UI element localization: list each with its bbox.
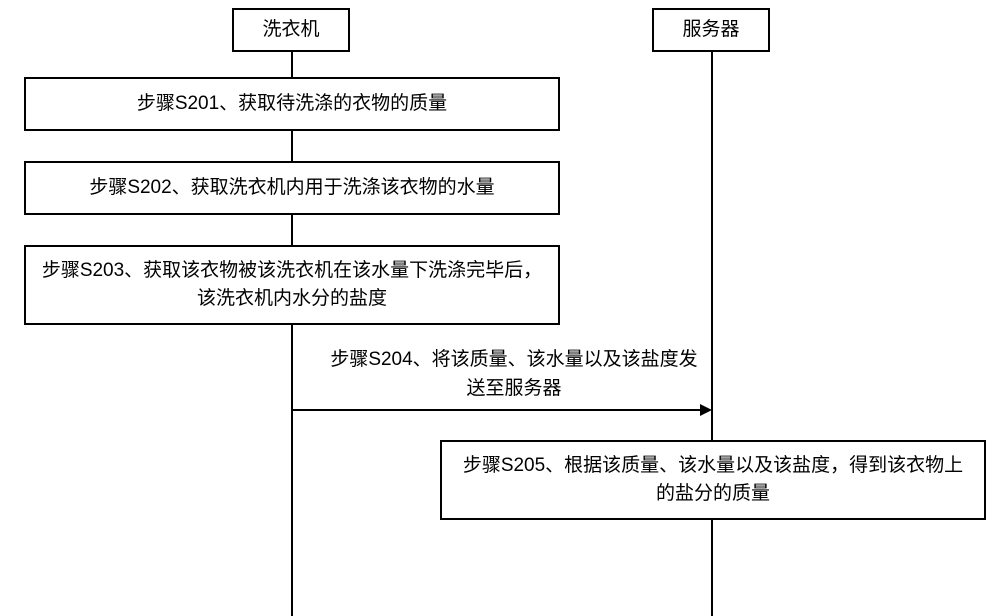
step-s204-line1: 步骤S204、将该质量、该水量以及该盐度发: [316, 346, 712, 375]
step-s205: 步骤S205、根据该质量、该水量以及该盐度，得到该衣物上 的盐分的质量: [440, 440, 986, 520]
step-s204-line2: 送至服务器: [316, 375, 712, 404]
step-s203: 步骤S203、获取该衣物被该洗衣机在该水量下洗涤完毕后， 该洗衣机内水分的盐度: [24, 245, 560, 325]
actor-right-label: 服务器: [682, 16, 739, 45]
step-s201-text: 步骤S201、获取待洗涤的衣物的质量: [137, 90, 447, 119]
step-s202-text: 步骤S202、获取洗衣机内用于洗涤该衣物的水量: [89, 174, 494, 203]
actor-left: 洗衣机: [232, 8, 350, 52]
step-s201: 步骤S201、获取待洗涤的衣物的质量: [24, 77, 560, 131]
step-s205-line1: 步骤S205、根据该质量、该水量以及该盐度，得到该衣物上: [463, 452, 963, 481]
actor-left-label: 洗衣机: [262, 16, 319, 45]
actor-right: 服务器: [652, 8, 770, 52]
step-s205-line2: 的盐分的质量: [463, 480, 963, 509]
step-s204-label: 步骤S204、将该质量、该水量以及该盐度发 送至服务器: [316, 346, 712, 403]
step-s203-line2: 该洗衣机内水分的盐度: [42, 285, 542, 314]
step-s202: 步骤S202、获取洗衣机内用于洗涤该衣物的水量: [24, 161, 560, 215]
step-s203-line1: 步骤S203、获取该衣物被该洗衣机在该水量下洗涤完毕后，: [42, 257, 542, 286]
